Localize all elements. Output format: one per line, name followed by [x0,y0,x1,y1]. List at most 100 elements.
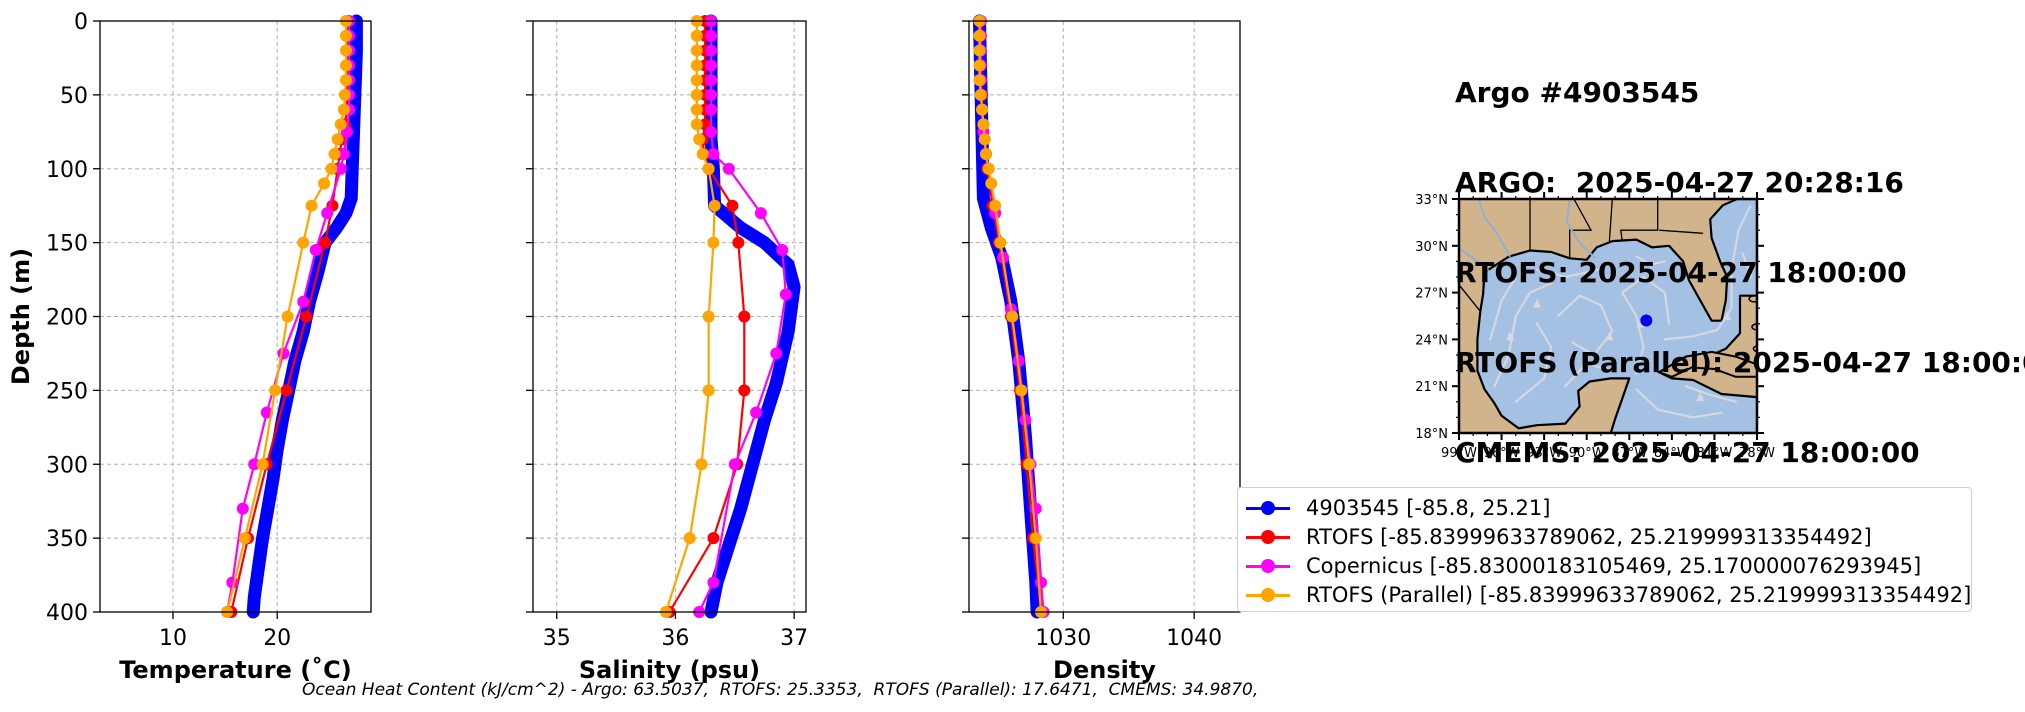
data-point [707,576,720,589]
float-info-block: Argo #4903545 ARGO: 2025-04-27 20:28:16 … [1455,18,2025,498]
legend-entry-copernicus: Copernicus [-85.83000183105469, 25.17000… [1246,551,1971,580]
streamline [1635,255,1666,266]
data-point [707,236,720,249]
data-point [236,502,249,515]
map-lat-label: 24°N [1415,333,1448,348]
map-lon-label: 84°W [1654,446,1690,461]
streamline-arrow [1696,392,1705,402]
streamline [1489,275,1517,341]
data-point [321,207,334,220]
y-axis-label: Depth (m) [7,248,35,385]
streamline [1557,294,1614,357]
y-tick-label: 200 [46,306,88,331]
data-point [973,29,986,42]
series-2 [693,15,792,618]
argo-time: ARGO: 2025-04-27 20:28:16 [1455,166,1904,199]
border [1459,284,1481,312]
data-point [256,458,269,471]
map-lon-label: 81°W [1696,446,1732,461]
data-point [1029,502,1042,515]
data-point [1023,458,1036,471]
streamline [1514,322,1553,403]
rtofs-parallel-time: RTOFS (Parallel): 2025-04-27 18:00:00 [1455,346,2025,379]
data-point [238,532,251,545]
data-point [1035,576,1048,589]
border [1569,199,1593,259]
rtofs-time: RTOFS: 2025-04-27 18:00:00 [1455,256,1907,289]
data-point [754,207,767,220]
data-point [297,295,310,308]
data-point [690,88,703,101]
x-axis-label: Density [1053,656,1156,684]
ocean [1476,199,1757,433]
map-lon-label: 87°W [1611,446,1647,461]
float-location-marker [1640,314,1653,327]
x-tick-label: 35 [543,626,571,651]
data-point [770,347,783,360]
data-point [269,384,282,397]
legend-entry-rtofs-parallel: RTOFS (Parallel) [-85.83999633789062, 25… [1246,580,1971,609]
map-lon-label: 99°W [1441,446,1477,461]
data-point [750,406,763,419]
map-lon-label: 96°W [1484,446,1520,461]
data-point [705,103,718,116]
data-point [337,103,350,116]
legend-label: Copernicus [-85.83000183105469, 25.17000… [1306,553,1922,578]
data-point [705,44,718,57]
data-point [728,458,741,471]
data-point [732,236,745,249]
y-tick-label: 300 [46,453,88,478]
data-point [328,147,341,160]
data-point [305,199,318,212]
y-tick-label: 250 [46,379,88,404]
data-point [973,74,986,87]
island [1748,295,1757,303]
y-tick-label: 400 [46,601,88,626]
border [1608,199,1613,242]
series-3 [659,15,721,618]
streamline-arrow [1533,298,1542,308]
legend-label: RTOFS (Parallel) [-85.83999633789062, 25… [1306,582,1972,607]
ocean-heat-content-caption: Ocean Heat Content (kJ/cm^2) - Argo: 63.… [302,680,1259,700]
streamline [1493,282,1553,388]
data-point [695,458,708,471]
streamline-arrow [1506,331,1515,341]
series-3 [973,15,1048,618]
data-point [776,244,789,257]
data-point [339,44,352,57]
legend-label: RTOFS [-85.83999633789062, 25.2199993133… [1306,524,1872,549]
streamline [1620,275,1671,375]
salinity-panel: 35 36 37 Salinity (psu) [526,14,808,684]
data-point [300,310,313,323]
map-lat-label: 30°N [1415,240,1448,255]
border [1659,229,1704,234]
map-body [1459,199,1757,433]
legend-swatch [1246,527,1290,547]
data-point [325,162,338,175]
y-tick-label: 50 [60,84,88,109]
data-point [989,199,1002,212]
river [1459,248,1490,272]
x-tick-label: 1030 [1035,626,1091,651]
data-point [690,118,703,131]
streamline [1635,388,1723,419]
data-point [702,384,715,397]
data-point [726,199,739,212]
x-tick-label: 37 [780,626,808,651]
data-point [693,133,706,146]
x-tick-label: 20 [263,626,291,651]
river [1477,199,1511,258]
data-point [985,177,998,190]
data-point [696,147,709,160]
data-point [309,244,322,257]
data-point [683,532,696,545]
data-point [1006,310,1019,323]
float-title: Argo #4903545 [1455,76,1700,109]
data-point [702,162,715,175]
data-point [705,29,718,42]
data-point [779,288,792,301]
y-tick-label: 150 [46,232,88,257]
data-point [1029,532,1042,545]
x-tick-label: 1040 [1166,626,1222,651]
